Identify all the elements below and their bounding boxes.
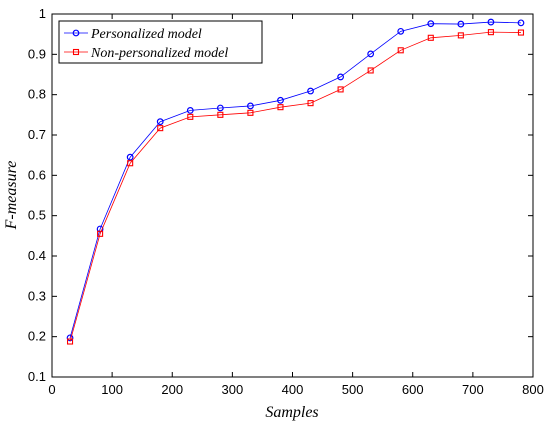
y-tick-label: 0.4	[28, 248, 46, 263]
data-point	[397, 27, 405, 35]
legend-entries: Personalized model Non-personalized model	[64, 27, 228, 61]
data-point	[457, 20, 465, 28]
x-tick-label: 200	[161, 382, 183, 397]
data-point	[367, 50, 375, 58]
y-tick-label: 0.6	[28, 167, 46, 182]
series-layer	[66, 18, 525, 345]
data-point	[517, 29, 525, 36]
data-point	[187, 113, 194, 120]
data-point	[156, 118, 164, 126]
y-tick-label: 0.7	[28, 127, 46, 142]
data-point	[307, 87, 314, 95]
data-point	[216, 104, 224, 112]
data-point	[367, 67, 374, 74]
data-point	[517, 19, 525, 27]
y-tick-label: 1	[39, 6, 46, 21]
data-point	[487, 29, 494, 36]
data-point	[157, 125, 164, 132]
y-tick-label: 0.8	[28, 87, 46, 102]
x-tick-label: 100	[101, 382, 123, 397]
y-tick-label: 0.5	[28, 208, 46, 223]
x-axis-title: Samples	[265, 404, 318, 421]
y-tick-label: 0.2	[28, 329, 46, 344]
y-axis-title: F-measure	[3, 161, 20, 231]
x-tick-label: 300	[222, 382, 244, 397]
x-tick-label: 400	[282, 382, 304, 397]
x-tick-label: 500	[342, 382, 364, 397]
x-tick-label: 600	[402, 382, 424, 397]
y-tick-label: 0.3	[28, 288, 46, 303]
x-tick-label: 700	[462, 382, 484, 397]
data-point	[397, 47, 404, 54]
data-point	[127, 160, 134, 167]
data-point	[427, 34, 434, 41]
data-point	[247, 109, 254, 116]
legend-label: Personalized model	[90, 27, 202, 42]
axis-ticks: 0 100 200 300 400 500 600 700 800 0.1 0.2 0.3 0.4 0.5…	[28, 6, 544, 397]
data-point	[97, 230, 104, 237]
data-point	[277, 96, 284, 104]
legend-marker	[72, 29, 80, 37]
legend-entry-1: Personalized model	[64, 27, 202, 42]
legend-marker	[72, 48, 80, 56]
data-point	[487, 18, 495, 26]
data-point	[66, 338, 74, 345]
x-tick-label: 0	[48, 382, 55, 397]
legend-entry-2: Non-personalized model	[64, 46, 228, 61]
data-point	[337, 73, 345, 81]
data-point	[247, 102, 254, 110]
plot-area	[51, 13, 534, 378]
data-point	[307, 100, 314, 107]
series-1	[66, 18, 525, 342]
data-point	[337, 86, 344, 93]
data-point	[217, 111, 224, 118]
legend-label: Non-personalized model	[90, 46, 228, 61]
series-line	[69, 21, 521, 338]
data-point	[427, 20, 435, 28]
data-point	[186, 106, 194, 114]
y-tick-label: 0.1	[28, 369, 46, 384]
data-point	[457, 32, 464, 39]
x-tick-label: 800	[522, 382, 544, 397]
y-tick-label: 0.9	[28, 46, 46, 61]
legend-box	[58, 20, 263, 64]
data-point	[277, 104, 284, 111]
series-2	[66, 29, 525, 345]
series-line	[69, 31, 521, 342]
legend: Personalized model Non-personalized model	[58, 20, 263, 64]
data-point	[126, 153, 134, 161]
